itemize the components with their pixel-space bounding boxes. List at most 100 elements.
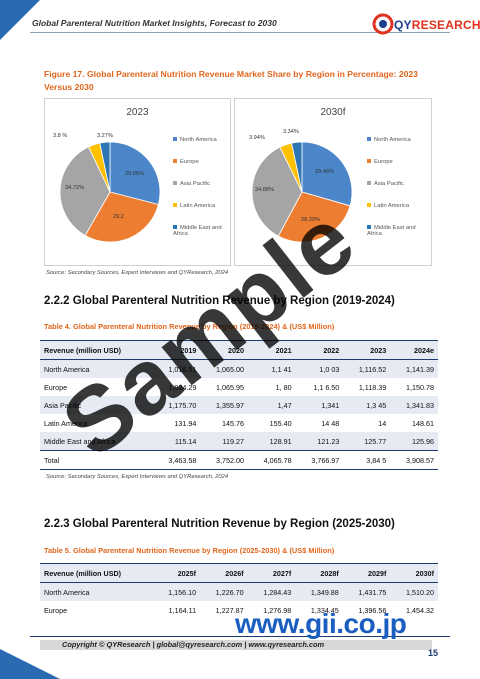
table-row: Asia Pacific 1,175.70 1,355.97 1,47 1,341 1,3…	[40, 396, 438, 414]
table-cell: 1,341	[321, 400, 340, 410]
footer-copyright: Copyright © QYResearch | global@qyresear…	[62, 640, 325, 649]
table-cell: Europe	[44, 382, 68, 392]
table-cell: Total	[44, 455, 60, 465]
column-header: 2024e	[414, 345, 434, 355]
legend-swatch	[173, 159, 177, 164]
table-cell: 3,766.97	[311, 455, 340, 465]
slice-label-latin-america: 3.8 %	[53, 133, 68, 139]
section-heading-2-2-2: 2.2.2 Global Parenteral Nutrition Revenu…	[44, 295, 395, 307]
table-cell: North America	[44, 364, 90, 374]
table-cell: 3,908.57	[406, 455, 434, 465]
table-4-source: Source: Secondary Sources, Expert Interv…	[46, 474, 229, 480]
table-cell: 1,349.88	[310, 587, 339, 597]
table-header-row: Revenue (million USD) 2019 2020 2021 2022 202…	[40, 340, 438, 360]
table-cell: 1,334.45	[310, 605, 339, 615]
table-cell: 1,276.98	[263, 605, 292, 615]
pie-svg	[251, 141, 353, 243]
slice-label-asia-pacific: 34.72%	[65, 185, 84, 191]
table-cell: 1,355.97	[216, 400, 244, 410]
column-header: 2021	[275, 345, 292, 355]
pie-slice-europe	[84, 191, 159, 243]
column-header: 2026f	[225, 568, 244, 578]
column-header: Revenue (million USD)	[44, 345, 122, 355]
column-header: 2019	[180, 345, 197, 355]
legend-item: North America	[367, 137, 411, 143]
table-cell: 1,150.78	[406, 382, 434, 392]
table-cell: 131.94	[174, 418, 197, 428]
pie-slice-north-america	[301, 141, 353, 207]
table-row: Europe 1,024.29 1,065.95 1, 80 1,1 6.50 1,118…	[40, 378, 438, 396]
column-header: 2030f	[415, 568, 434, 578]
table-cell: 125.77	[364, 436, 387, 446]
footer-corner-decoration	[0, 649, 60, 679]
table-cell: 1,116.52	[358, 364, 387, 374]
legend-swatch	[173, 181, 177, 186]
logo-mark-icon	[372, 13, 394, 35]
table-cell: 1,431.75	[358, 587, 387, 597]
table-row: North America 1,016.51 1,065.00 1,1 41 1,0 0…	[40, 359, 438, 378]
table-cell: 1,1 41	[271, 364, 292, 374]
chart-title: 2030f	[320, 107, 346, 118]
legend-swatch	[367, 203, 371, 208]
legend-item: Middle East and Africa	[173, 225, 222, 237]
table-cell: 3,463.58	[168, 455, 197, 465]
footer-divider	[30, 636, 450, 637]
legend-item: Asia Pacific	[367, 181, 404, 187]
header-title: Global Parenteral Nutrition Market Insig…	[32, 18, 277, 28]
table-cell: 1, 80	[275, 382, 292, 392]
pie-slice-north-america	[109, 141, 161, 205]
slice-label-north-america: 29.06%	[125, 171, 144, 177]
column-header: 2025f	[177, 568, 197, 578]
footer-bar	[40, 640, 432, 650]
slice-label-north-america: 29.46%	[315, 169, 334, 175]
table-cell: Europe	[44, 605, 68, 615]
legend-swatch	[173, 225, 177, 230]
legend-swatch	[367, 159, 371, 164]
legend-swatch	[173, 137, 177, 142]
table-cell: 1,227.87	[215, 605, 244, 615]
revenue-table-2019-2024: Revenue (million USD) 2019 2020 2021 2022 202…	[40, 340, 438, 470]
pie-chart-2023: 2023 3.8 % 3.27% 29.06% 29.2 34.72% Nort…	[44, 98, 231, 266]
section-heading-2-2-3: 2.2.3 Global Parenteral Nutrition Revenu…	[44, 518, 395, 530]
table-cell: 145.76	[222, 418, 244, 428]
table-cell: 1,226.70	[215, 587, 244, 597]
table-cell: 1,141.39	[406, 364, 434, 374]
column-header: Revenue (million USD)	[44, 568, 122, 578]
pie-slice-middle-east-and-africa	[99, 141, 111, 193]
column-header: 2029f	[368, 568, 387, 578]
table-cell: 1,118.39	[358, 382, 387, 392]
legend-item: North America	[173, 137, 217, 143]
table-cell: 1,065.00	[216, 364, 244, 374]
pie-slice-asia-pacific	[59, 146, 111, 236]
pie-svg	[59, 141, 161, 243]
table-cell: 148.61	[412, 418, 434, 428]
table-cell: 1,024.29	[168, 382, 197, 392]
slice-label-asia-pacific: 34.88%	[255, 187, 274, 193]
slice-label-mea: 3.27%	[97, 133, 113, 139]
table-cell: 3,84 5	[366, 455, 387, 465]
table-cell: 1,065.95	[216, 382, 244, 392]
table-cell: 121.23	[317, 436, 340, 446]
total-row: Total 3,463.58 3,752.00 4,065.78 3,766.97 3,8…	[40, 450, 438, 470]
table-row: Europe 1,164.11 1,227.87 1,276.98 1,334.45 1,…	[40, 601, 438, 619]
slice-label-europe: 28.39%	[301, 217, 320, 223]
table-cell: 1,0 03	[319, 364, 340, 374]
table-cell: 1,454.32	[406, 605, 434, 615]
table-5-caption: Table 5. Global Parenteral Nutrition Rev…	[44, 546, 335, 555]
column-header: 2027f	[272, 568, 292, 578]
legend-swatch	[367, 225, 371, 230]
table-cell: 1,47	[277, 400, 292, 410]
table-cell: 14	[378, 418, 387, 428]
table-header-row: Revenue (million USD) 2025f 2026f 2027f 2028…	[40, 563, 438, 583]
slice-label-latin-america: 3.94%	[249, 135, 265, 141]
chart-title: 2023	[126, 107, 149, 118]
table-cell: 1,341.83	[406, 400, 434, 410]
table-cell: 155.40	[269, 418, 292, 428]
table-cell: 1,3 45	[366, 400, 387, 410]
table-cell: 128.91	[269, 436, 292, 446]
table-cell: 1,284.43	[263, 587, 292, 597]
logo-text-qy: QY	[394, 18, 412, 32]
legend-swatch	[173, 203, 177, 208]
table-cell: North America	[44, 587, 90, 597]
table-4-caption: Table 4. Global Parenteral Nutrition Rev…	[44, 322, 335, 331]
